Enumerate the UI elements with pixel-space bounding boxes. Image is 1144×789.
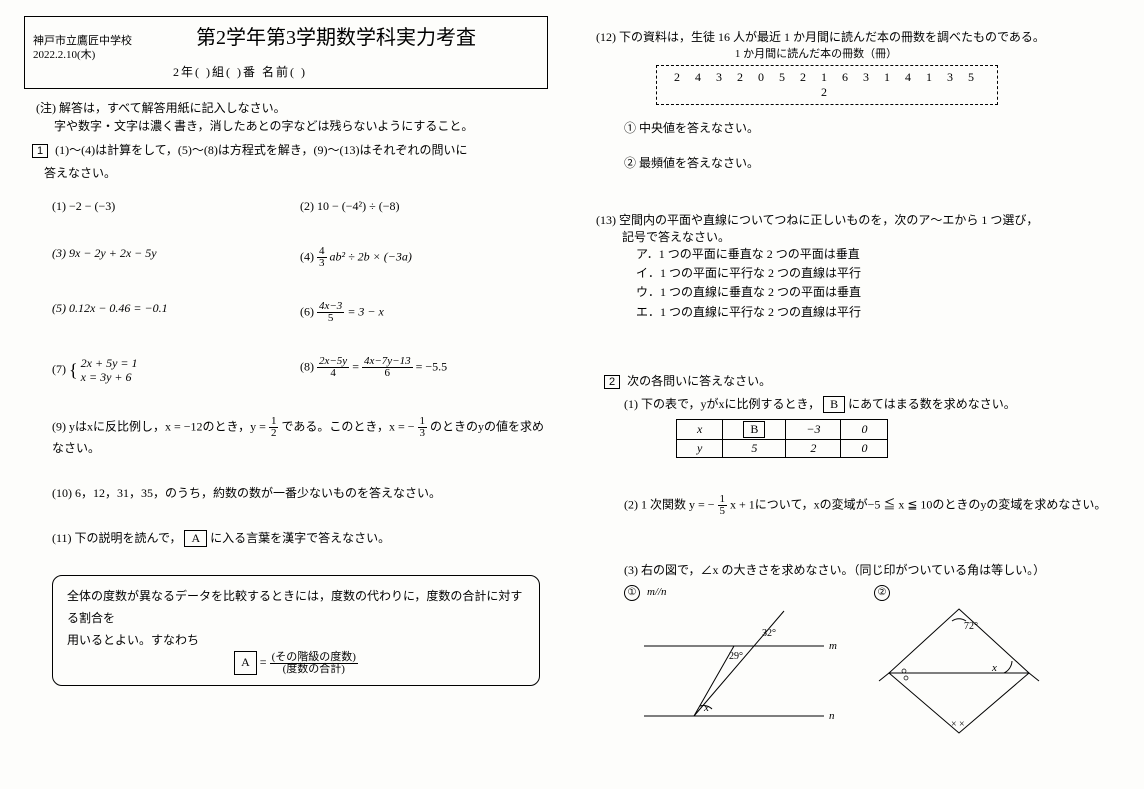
q1-lead: 1 (1)～(4)は計算をして，(5)～(8)は方程式を解き，(9)～(13)は… [32, 141, 548, 158]
prob-7: (7) { 2x + 5y = 1 x = 3y + 6 [52, 356, 300, 385]
svg-text:72°: 72° [964, 621, 978, 632]
svg-text:x: x [991, 662, 997, 674]
p12-sub1: ① 中央値を答えなさい。 [624, 119, 1120, 136]
prob-5: (5) 0.12x − 0.46 = −0.1 [52, 301, 300, 324]
svg-text:n: n [829, 710, 835, 722]
q2-2: (2) 1 次関数 y = − 15 x + 1について，xの変域が−5 ≦ x… [624, 494, 1120, 517]
definition-box: 全体の度数が異なるデータを比較するときには，度数の代わりに，度数の合計に対する割… [52, 575, 540, 686]
name-line: 2年( )組( )番 名前( ) [173, 63, 539, 80]
angle-diagram-2: 72° x × × [874, 601, 1044, 741]
svg-text:×: × [959, 719, 965, 730]
prob-1: (1) −2 − (−3) [52, 199, 300, 214]
svg-text:m: m [829, 640, 837, 652]
svg-text:x: x [703, 702, 709, 714]
prob-10: (10) 6，12，31，35，のうち，約数の数が一番少ないものを答えなさい。 [52, 484, 548, 501]
data-list: 2 4 3 2 0 5 2 1 6 3 1 4 1 3 5 2 [656, 65, 998, 105]
prob-11: (11) 下の説明を読んで， A に入る言葉を漢字で答えなさい。 [52, 529, 548, 547]
figure-1: ① m//n m n 32° 29° x [624, 584, 844, 741]
prob-4: (4) 43 ab² ÷ 2b × (−3a) [300, 246, 548, 269]
svg-text:29°: 29° [729, 651, 743, 662]
figure-2: ② 72° x × × [874, 584, 1044, 741]
q2-1: (1) 下の表で，yがxに比例するとき， B にあてはまる数を求めなさい。 [624, 395, 1120, 413]
instruction-note: (注) 解答は，すべて解答用紙に記入しなさい。 字や数字・文字は濃く書き，消した… [36, 99, 548, 135]
angle-diagram-1: m n 32° 29° x [624, 601, 844, 731]
exam-title: 第2学年第3学期数学科実力考査 [196, 21, 476, 50]
proportion-table: x B −3 0 y 5 2 0 [676, 419, 888, 458]
school-name: 神戸市立鷹匠中学校 [33, 34, 132, 48]
p12-sub2: ② 最頻値を答えなさい。 [624, 154, 1120, 171]
svg-text:×: × [951, 719, 957, 730]
prob-9: (9) yはxに反比例し，x = −12のとき，y = 12 である。このとき，… [52, 416, 548, 456]
prob-6: (6) 4x−35 = 3 − x [300, 301, 548, 324]
q2-3: (3) 右の図で，∠x の大きさを求めなさい。（同じ印がついている角は等しい。） [624, 561, 1120, 578]
prob-3: (3) 9x − 2y + 2x − 5y [52, 246, 300, 269]
prob-2: (2) 10 − (−4²) ÷ (−8) [300, 199, 548, 214]
svg-text:32°: 32° [762, 628, 776, 639]
q2-lead: 2 次の各問いに答えなさい。 [604, 372, 1120, 389]
prob-12: (12) 下の資料は，生徒 16 人が最近 1 か月間に読んだ本の冊数を調べたも… [596, 28, 1120, 171]
prob-13: (13) 空間内の平面や直線についてつねに正しいものを，次のア～エから 1 つ選… [596, 211, 1120, 322]
q1-lead2: 答えなさい。 [44, 164, 548, 181]
header-box: 神戸市立鷹匠中学校 2022.2.10(木) 第2学年第3学期数学科実力考査 2… [24, 16, 548, 89]
prob-8: (8) 2x−5y4 = 4x−7y−136 = −5.5 [300, 356, 548, 385]
exam-date: 2022.2.10(木) [33, 48, 132, 62]
